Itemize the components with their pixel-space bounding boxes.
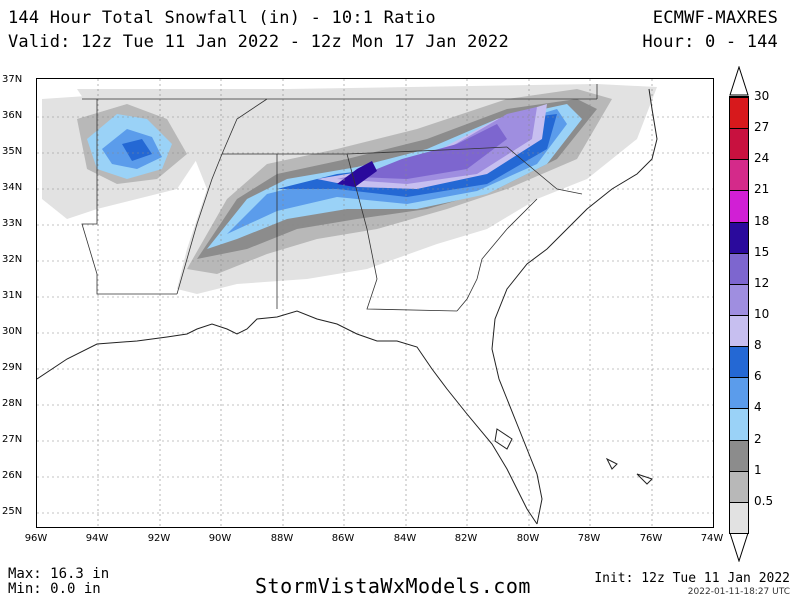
legend-down-arrow-icon bbox=[729, 532, 749, 562]
legend-label: 15 bbox=[754, 244, 770, 259]
lat-label: 30N bbox=[2, 326, 23, 337]
legend-label: 18 bbox=[754, 213, 770, 228]
legend-swatch bbox=[730, 190, 748, 222]
legend-label: 30 bbox=[754, 89, 770, 103]
lon-label: 76W bbox=[639, 533, 663, 544]
map-canvas bbox=[37, 79, 713, 527]
legend-swatch bbox=[730, 408, 748, 440]
legend-label: 8 bbox=[754, 338, 762, 353]
legend-swatch bbox=[730, 128, 748, 160]
lon-label: 90W bbox=[208, 533, 232, 544]
legend-label: 2 bbox=[754, 431, 762, 446]
lon-label: 78W bbox=[577, 533, 601, 544]
legend-label: 10 bbox=[754, 307, 770, 321]
band-8-west bbox=[122, 139, 152, 161]
coastline bbox=[37, 88, 658, 525]
lat-label: 32N bbox=[2, 254, 23, 265]
legend-label: 27 bbox=[754, 120, 770, 135]
legend-label: 1 bbox=[754, 462, 762, 477]
min-value: Min: 0.0 in bbox=[8, 581, 101, 597]
lat-label: 31N bbox=[2, 290, 23, 301]
legend-swatch bbox=[730, 252, 748, 284]
lon-label: 94W bbox=[85, 533, 109, 544]
legend-label: 6 bbox=[754, 369, 762, 384]
legend-label: 24 bbox=[754, 151, 770, 166]
legend-swatch bbox=[730, 346, 748, 378]
legend-swatch bbox=[730, 470, 748, 502]
generated-timestamp: 2022-01-11-18:27 UTC bbox=[687, 587, 790, 597]
init-time: Init: 12z Tue 11 Jan 2022 bbox=[594, 571, 790, 586]
legend-swatch bbox=[730, 283, 748, 315]
legend-label: 21 bbox=[754, 182, 770, 197]
model-name: ECMWF-MAXRES bbox=[652, 8, 778, 28]
snowfall-map bbox=[36, 78, 714, 528]
band-18 bbox=[337, 161, 377, 187]
snowfall-shading bbox=[42, 84, 657, 294]
forecast-hour-range: Hour: 0 - 144 bbox=[642, 32, 778, 52]
lat-label: 26N bbox=[2, 470, 23, 481]
lon-label: 84W bbox=[393, 533, 417, 544]
lat-label: 25N bbox=[2, 506, 23, 517]
legend-swatch bbox=[730, 97, 748, 129]
legend-swatch bbox=[730, 221, 748, 253]
legend-label: 0.5 bbox=[754, 493, 774, 508]
lon-label: 74W bbox=[700, 533, 724, 544]
map-title: 144 Hour Total Snowfall (in) - 10:1 Rati… bbox=[8, 8, 436, 28]
lon-label: 82W bbox=[454, 533, 478, 544]
max-value: Max: 16.3 in bbox=[8, 566, 110, 582]
lat-label: 34N bbox=[2, 182, 23, 193]
band-15 bbox=[357, 124, 507, 179]
site-watermark: StormVistaWxModels.com bbox=[255, 574, 531, 598]
lat-label: 37N bbox=[2, 74, 23, 85]
legend-swatch bbox=[730, 501, 748, 533]
lat-label: 33N bbox=[2, 218, 23, 229]
valid-period: Valid: 12z Tue 11 Jan 2022 - 12z Mon 17 … bbox=[8, 32, 509, 52]
lon-label: 92W bbox=[147, 533, 171, 544]
lon-label: 96W bbox=[24, 533, 48, 544]
legend-label: 4 bbox=[754, 400, 762, 415]
band-12 bbox=[337, 107, 537, 184]
legend-up-arrow-icon bbox=[729, 66, 749, 96]
lat-label: 29N bbox=[2, 362, 23, 373]
lon-label: 80W bbox=[516, 533, 540, 544]
lat-label: 27N bbox=[2, 434, 23, 445]
lat-label: 28N bbox=[2, 398, 23, 409]
lat-label: 36N bbox=[2, 110, 23, 121]
lon-label: 88W bbox=[270, 533, 294, 544]
color-legend bbox=[729, 96, 749, 534]
state-borders bbox=[81, 84, 598, 312]
legend-swatch bbox=[730, 439, 748, 471]
legend-swatch bbox=[730, 315, 748, 347]
lat-label: 35N bbox=[2, 146, 23, 157]
legend-swatch bbox=[730, 159, 748, 191]
legend-label: 12 bbox=[754, 275, 770, 290]
lon-label: 86W bbox=[331, 533, 355, 544]
legend-swatch bbox=[730, 377, 748, 409]
